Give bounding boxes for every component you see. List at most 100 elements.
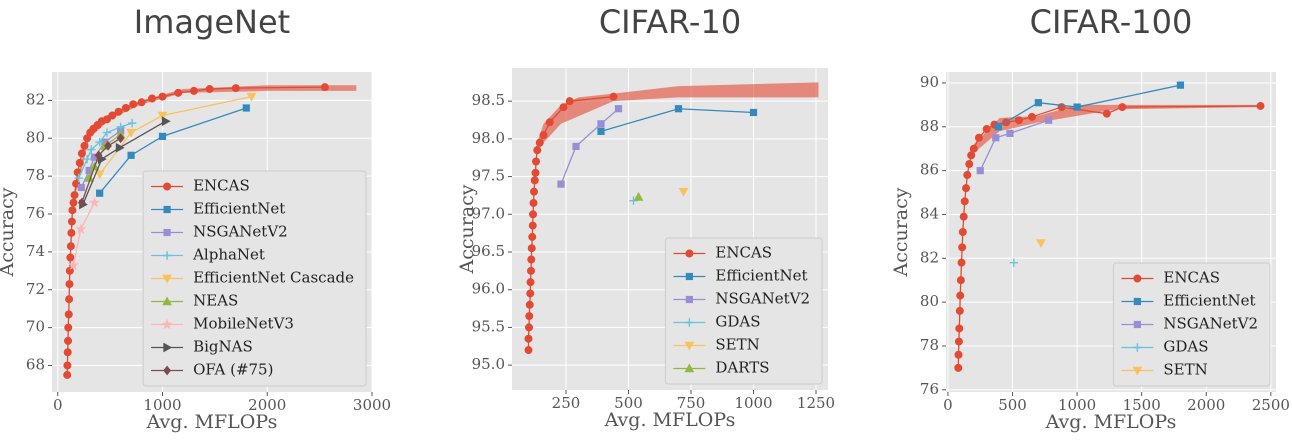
data-point: [532, 157, 541, 166]
data-point: [174, 88, 183, 97]
data-point: [67, 217, 76, 226]
y-tick-label: 98.0: [472, 129, 505, 147]
x-tick-label: 2500: [1252, 396, 1290, 414]
data-point: [955, 324, 964, 333]
data-point: [96, 189, 104, 197]
data-point: [69, 198, 78, 207]
data-point: [1102, 109, 1111, 118]
data-point: [80, 141, 89, 150]
data-point: [64, 336, 73, 345]
legend-label: SETN: [1163, 361, 1207, 379]
legend-box: [142, 170, 367, 387]
legend-label: BigNAS: [193, 338, 253, 356]
legend-label: NSGANetV2: [715, 290, 810, 308]
data-point: [597, 127, 605, 135]
legend-box: [1112, 262, 1271, 387]
legend: ENCAS EfficientNet NSGANetV2 GDAS SETN: [1112, 262, 1271, 387]
data-point: [539, 131, 548, 140]
data-point: [95, 137, 104, 147]
data-point: [982, 124, 991, 133]
data-point: [674, 105, 683, 113]
subplot: CIFAR-100 0 500 1000 1500 2000 2500 76 78 80 82 84 8…: [890, 3, 1290, 433]
data-point: [77, 197, 86, 208]
data-point: [1073, 103, 1081, 111]
legend: ENCAS EfficientNet NSGANetV2 AlphaNet Effici…: [142, 170, 367, 387]
data-point: [527, 244, 536, 253]
legend-marker: [162, 274, 172, 284]
data-point: [161, 116, 171, 127]
data-point: [67, 228, 76, 237]
data-point: [189, 86, 198, 95]
data-point: [976, 167, 984, 175]
series-line: [81, 137, 121, 203]
data-point: [65, 266, 74, 275]
legend-marker: [1133, 297, 1141, 306]
data-point: [528, 221, 537, 230]
data-point: [614, 105, 623, 113]
data-point: [1256, 101, 1265, 110]
series-line: [82, 120, 166, 205]
data-point: [246, 92, 257, 102]
legend-label: NEAS: [193, 292, 238, 310]
data-point: [115, 142, 125, 153]
x-tick-label: 0: [943, 396, 953, 414]
legend-marker: [1133, 343, 1142, 352]
data-layer: [63, 83, 357, 379]
data-point: [749, 108, 758, 117]
data-point: [557, 180, 565, 188]
series-line: [99, 95, 252, 175]
data-point: [954, 337, 963, 346]
data-point: [527, 255, 536, 264]
data-point: [545, 118, 554, 127]
legend-marker: [162, 251, 172, 260]
y-tick-label: 86: [920, 161, 939, 179]
legend-marker: [163, 228, 171, 237]
data-point: [994, 123, 1002, 131]
data-point: [629, 196, 638, 205]
data-point: [75, 158, 84, 167]
data-point: [956, 276, 965, 285]
y-tick-label: 97.0: [472, 204, 505, 222]
data-point: [633, 191, 644, 201]
data-point: [88, 196, 100, 208]
legend-item: SETN: [1121, 361, 1208, 379]
data-point: [64, 323, 73, 332]
data-point: [66, 253, 75, 262]
data-point: [320, 83, 329, 92]
legend-label: EfficientNet: [715, 267, 807, 285]
data-point: [530, 176, 539, 185]
legend-item: GDAS: [673, 313, 761, 331]
legend-label: EfficientNet: [193, 200, 285, 218]
y-tick-label: 95.5: [472, 317, 505, 335]
y-tick-label: 76: [920, 380, 939, 398]
data-point: [974, 133, 983, 142]
data-point: [965, 160, 974, 169]
data-point: [94, 150, 103, 161]
data-point: [531, 168, 540, 177]
legend-label: DARTS: [715, 359, 769, 377]
data-point: [526, 278, 535, 287]
data-point: [1118, 103, 1127, 112]
data-point: [1176, 81, 1185, 89]
data-point: [678, 187, 689, 197]
data-point: [231, 84, 240, 93]
x-axis-label: Avg. MFLOPs: [604, 409, 736, 431]
y-tick-label: 97.5: [472, 167, 505, 185]
y-tick-label: 96.5: [472, 242, 505, 260]
data-point: [572, 142, 580, 151]
chart-title: CIFAR-10: [599, 3, 741, 41]
data-point: [609, 92, 618, 101]
data-point: [533, 146, 542, 155]
legend-item: GDAS: [1121, 338, 1209, 356]
data-point: [77, 149, 86, 158]
data-point: [530, 187, 539, 196]
legend-item: EfficientNet: [151, 200, 285, 218]
data-point: [127, 118, 137, 128]
data-point: [956, 291, 965, 300]
data-point: [65, 280, 74, 289]
data-point: [127, 151, 135, 159]
data-point: [525, 300, 534, 309]
legend-marker: [162, 296, 172, 306]
data-point: [524, 346, 533, 355]
legend-item: ENCAS: [151, 177, 250, 195]
